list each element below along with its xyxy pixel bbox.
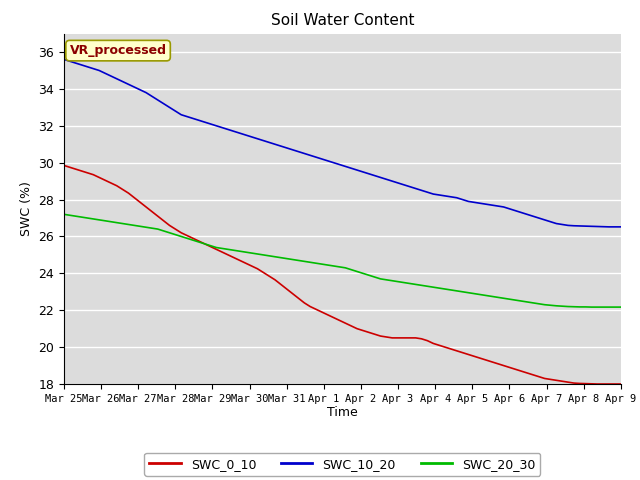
Legend: SWC_0_10, SWC_10_20, SWC_20_30: SWC_0_10, SWC_10_20, SWC_20_30 — [145, 453, 540, 476]
Y-axis label: SWC (%): SWC (%) — [20, 181, 33, 236]
Text: VR_processed: VR_processed — [70, 44, 166, 57]
Title: Soil Water Content: Soil Water Content — [271, 13, 414, 28]
X-axis label: Time: Time — [327, 407, 358, 420]
